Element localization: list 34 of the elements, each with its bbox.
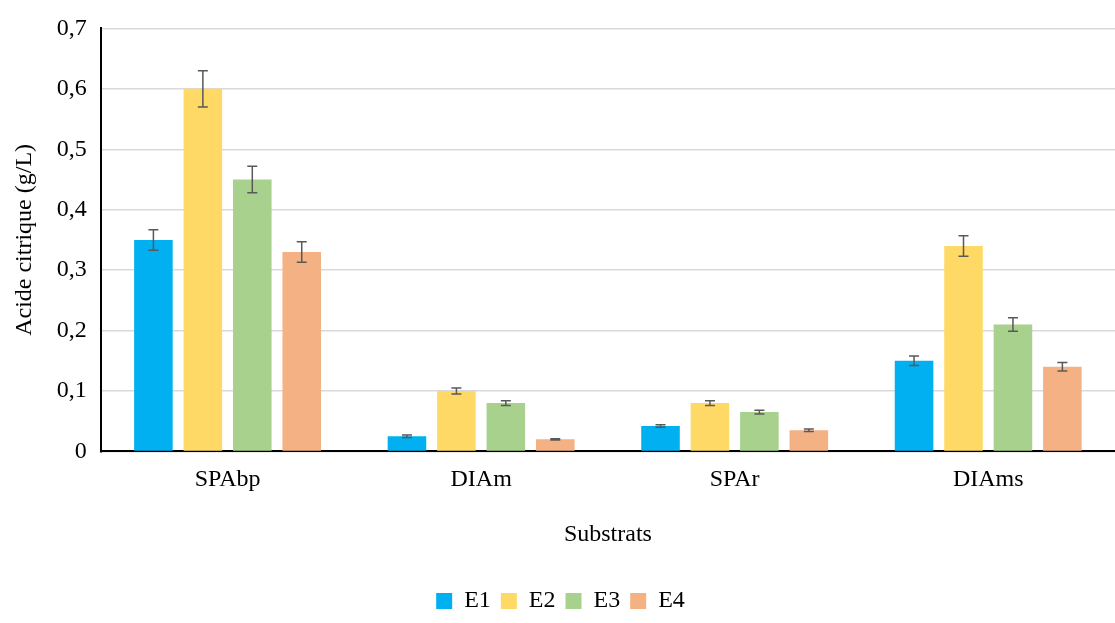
y-tick-label: 0,1 <box>56 376 87 403</box>
bar <box>641 426 680 451</box>
legend-label: E1 <box>464 586 491 613</box>
x-axis-title: Substrats <box>563 519 652 546</box>
y-tick-label: 0,3 <box>56 255 87 282</box>
y-tick-label: 0,7 <box>56 13 87 40</box>
y-tick-label: 0 <box>74 436 87 463</box>
x-tick-label: DIAm <box>450 465 513 492</box>
y-axis-title: Acide citrique (g/L) <box>9 143 36 336</box>
legend-label: E3 <box>593 586 621 613</box>
y-tick-label: 0,6 <box>56 74 87 101</box>
legend-label: E4 <box>658 586 685 613</box>
bar <box>134 239 173 451</box>
bar <box>387 436 427 451</box>
y-tick-label: 0,2 <box>56 315 87 342</box>
legend-label: E2 <box>528 586 556 613</box>
bar <box>894 360 934 451</box>
y-tick-label: 0,4 <box>56 194 87 221</box>
bar <box>993 324 1033 451</box>
bar <box>233 179 272 451</box>
bar <box>1043 366 1082 451</box>
bar <box>944 245 983 451</box>
bar <box>690 403 730 451</box>
bar <box>486 403 526 451</box>
bar <box>789 430 829 451</box>
bar <box>183 88 223 451</box>
x-tick-label: SPAbp <box>194 465 261 492</box>
y-tick-label: 0,5 <box>56 134 87 161</box>
x-tick-label: SPAr <box>709 465 760 492</box>
bar <box>437 390 476 451</box>
x-tick-label: DIAms <box>952 465 1024 492</box>
bar <box>282 251 322 451</box>
bar <box>536 439 575 451</box>
bar <box>740 412 779 451</box>
